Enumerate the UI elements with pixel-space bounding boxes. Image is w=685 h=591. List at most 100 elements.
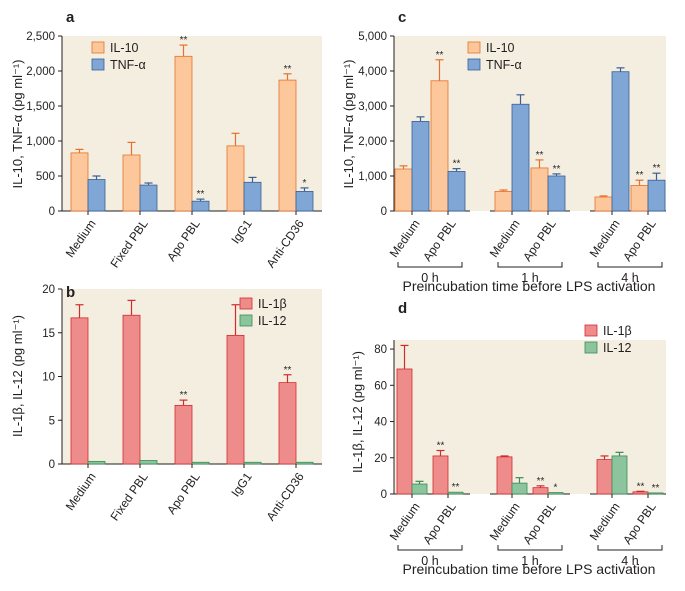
bar xyxy=(530,167,549,212)
legend-label: IL-10 xyxy=(110,41,139,55)
significance-label: ** xyxy=(652,483,660,494)
group-label: 4 h xyxy=(621,271,638,285)
bar xyxy=(295,190,314,212)
category-label: Apo PBL xyxy=(164,217,203,264)
significance-label: ** xyxy=(197,189,205,200)
legend-swatch xyxy=(467,41,481,54)
bar xyxy=(70,152,89,212)
legend-swatch xyxy=(584,341,598,354)
bar xyxy=(87,179,106,212)
significance-label: * xyxy=(554,483,558,494)
category-label: Apo PBL xyxy=(520,500,559,547)
panel-a-bars: ******* xyxy=(70,35,314,212)
bar xyxy=(394,168,413,212)
bar xyxy=(226,145,245,212)
y-tick-label: 500 xyxy=(36,171,55,183)
legend-label: IL-1β xyxy=(258,297,287,311)
panel-b-ylabel: IL-1β, IL-12 (pg ml⁻¹) xyxy=(10,315,25,437)
panel-c: 0 1,000 2,000 3,000 4,000 5,000 ** ** ** ** **** … xyxy=(341,9,666,294)
category-label: Apo PBL xyxy=(164,470,203,517)
category-label: Medium xyxy=(63,470,99,513)
y-tick-label: 2,000 xyxy=(358,136,387,148)
group-bracket xyxy=(597,545,663,551)
significance-label: ** xyxy=(437,441,445,452)
legend-swatch xyxy=(584,324,598,337)
category-label: IgG1 xyxy=(228,470,255,500)
legend-swatch xyxy=(239,314,253,327)
significance-label: ** xyxy=(653,163,661,174)
y-tick-label: 15 xyxy=(42,328,55,340)
bar xyxy=(174,404,193,465)
y-tick-label: 0 xyxy=(381,206,387,218)
legend-label: IL-10 xyxy=(486,41,515,55)
y-tick-label: 0 xyxy=(381,489,387,501)
panel-c-legend: IL-10 TNF-α xyxy=(467,41,522,72)
category-label: Medium xyxy=(587,217,623,260)
significance-label: ** xyxy=(536,150,544,161)
panel-b-bars: ** ** xyxy=(70,299,314,465)
bar xyxy=(494,190,513,212)
legend-label: IL-1β xyxy=(603,324,632,338)
bar xyxy=(596,459,613,495)
bar xyxy=(139,460,158,465)
panel-c-xlabel: Preincubation time before LPS activation xyxy=(403,278,656,294)
bar xyxy=(630,185,649,212)
category-label: Medium xyxy=(587,500,623,543)
bar xyxy=(191,200,210,212)
panel-d-legend: IL-1β IL-12 xyxy=(584,324,632,355)
bar xyxy=(647,492,664,495)
bar xyxy=(496,456,513,495)
group-label: 0 h xyxy=(421,554,438,568)
y-tick-label: 4,000 xyxy=(358,66,387,78)
significance-label: ** xyxy=(180,390,188,401)
significance-label: ** xyxy=(553,164,561,175)
category-label: Medium xyxy=(387,500,423,543)
bar xyxy=(87,460,106,465)
legend-swatch xyxy=(91,58,105,71)
group-bracket xyxy=(397,545,463,551)
bar xyxy=(547,492,564,495)
bar xyxy=(411,483,428,495)
panel-a-ylabel: IL-10, TNF-α (pg ml⁻¹) xyxy=(10,60,25,189)
significance-label: ** xyxy=(436,50,444,61)
bar xyxy=(191,461,210,465)
y-tick-label: 5 xyxy=(49,415,55,427)
significance-label: ** xyxy=(636,170,644,181)
bar xyxy=(611,71,630,212)
legend-swatch xyxy=(239,297,253,310)
y-tick-label: 20 xyxy=(42,284,55,296)
y-tick-label: 2,000 xyxy=(26,66,55,78)
category-label: Anti-CD36 xyxy=(264,470,307,524)
legend-swatch xyxy=(91,41,105,54)
significance-label: ** xyxy=(284,64,292,75)
bar xyxy=(447,171,466,212)
category-label: IgG1 xyxy=(228,217,255,247)
group-label: 1 h xyxy=(521,271,538,285)
y-tick-label: 1,000 xyxy=(26,136,55,148)
y-tick-label: 80 xyxy=(374,344,387,356)
bar xyxy=(447,491,464,495)
panel-b: 0 5 10 15 20 ** ** Medium Fixed PBL Apo PBL IgG1… xyxy=(10,284,322,523)
panel-a-letter: a xyxy=(66,9,75,26)
legend-label: TNF-α xyxy=(110,58,146,72)
significance-label: ** xyxy=(284,365,292,376)
category-label: Medium xyxy=(63,217,99,260)
y-tick-label: 1,000 xyxy=(358,171,387,183)
bar xyxy=(647,179,666,212)
panel-b-legend: IL-1β IL-12 xyxy=(239,297,287,328)
panel-c-bars: ** ** ** ** ** ** xyxy=(394,50,666,212)
significance-label: ** xyxy=(637,481,645,492)
bar xyxy=(278,79,297,212)
group-label: 1 h xyxy=(521,554,538,568)
panel-a-y-axis: 0 500 1,000 1,500 2,000 2,500 xyxy=(26,31,322,218)
bar xyxy=(396,368,413,495)
category-label: Medium xyxy=(487,500,523,543)
bar xyxy=(243,181,262,212)
bar xyxy=(430,80,449,212)
bar xyxy=(122,314,141,465)
bar xyxy=(511,482,528,495)
group-label: 4 h xyxy=(621,554,638,568)
